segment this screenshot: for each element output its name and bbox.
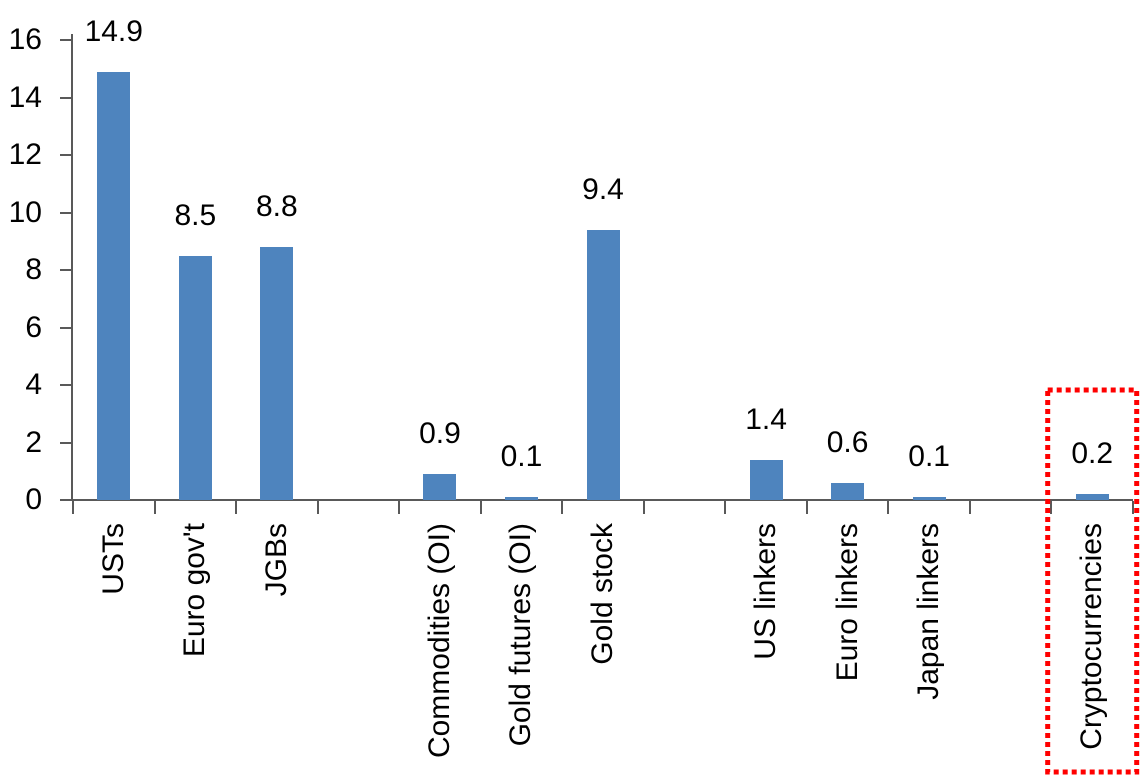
y-tick-label-10: 10: [8, 195, 42, 229]
y-tick-label-14: 14: [8, 80, 42, 114]
category-label-commodities-oi: Commodities (OI): [422, 523, 456, 759]
category-label-us-linkers: US linkers: [749, 523, 783, 660]
y-tick-mark-8: [60, 269, 73, 271]
category-label-jgbs: JGBs: [259, 523, 293, 597]
bar-usts: [97, 71, 130, 500]
y-tick-mark-12: [60, 154, 73, 156]
x-tick-mark-13: [1132, 501, 1134, 514]
x-tick-mark-11: [968, 501, 971, 514]
bar-value-label-cryptocurrencies: 0.2: [1071, 437, 1114, 471]
y-tick-mark-10: [60, 211, 73, 214]
bar-value-label-us-linkers: 1.4: [745, 402, 787, 436]
bar-gold-stock: [587, 229, 620, 500]
bar-value-label-euro-gov-t: 8.5: [174, 198, 217, 232]
y-tick-label-6: 6: [25, 310, 42, 344]
y-tick-label-8: 8: [25, 253, 42, 286]
y-tick-label-12: 12: [8, 138, 42, 171]
y-tick-label-0: 0: [25, 483, 42, 516]
bar-value-label-gold-futures-oi: 0.1: [500, 440, 543, 474]
y-axis-line: [71, 34, 73, 501]
bar-euro-gov-t: [179, 255, 212, 500]
bar-value-label-commodities-oi: 0.9: [419, 417, 461, 451]
y-tick-mark-4: [60, 384, 73, 386]
category-label-usts: USTs: [96, 523, 130, 595]
bar-jgbs: [260, 247, 293, 500]
bar-commodities-oi: [423, 474, 456, 500]
bar-value-label-jgbs: 8.8: [255, 190, 298, 223]
y-tick-mark-16: [60, 39, 73, 41]
x-tick-mark-10: [887, 501, 890, 514]
x-tick-mark-3: [316, 501, 319, 514]
y-tick-label-2: 2: [25, 425, 42, 459]
x-tick-mark-6: [561, 501, 564, 514]
category-label-cryptocurrencies: Cryptocurrencies: [1075, 523, 1109, 750]
bar-euro-linkers: [831, 482, 864, 500]
x-tick-mark-2: [235, 501, 238, 514]
bar-japan-linkers: [913, 497, 946, 500]
x-tick-mark-8: [724, 501, 727, 514]
category-label-euro-gov-t: Euro gov't: [178, 523, 212, 658]
x-tick-mark-7: [642, 501, 645, 514]
x-tick-mark-0: [72, 501, 74, 514]
bar-value-label-euro-linkers: 0.6: [826, 425, 869, 459]
category-label-gold-stock: Gold stock: [586, 523, 619, 665]
y-tick-mark-14: [60, 96, 73, 99]
y-tick-mark-0: [60, 499, 73, 501]
category-label-japan-linkers: Japan linkers: [912, 523, 946, 700]
bar-cryptocurrencies: [1076, 494, 1109, 500]
x-tick-mark-9: [805, 501, 808, 514]
x-tick-mark-12: [1050, 501, 1053, 514]
category-label-euro-linkers: Euro linkers: [830, 523, 864, 682]
bar-value-label-gold-stock: 9.4: [582, 172, 624, 206]
x-axis-line: [73, 499, 1133, 501]
bar-us-linkers: [750, 459, 783, 500]
bar-value-label-japan-linkers: 0.1: [908, 440, 950, 474]
category-label-gold-futures-oi: Gold futures (OI): [504, 523, 538, 747]
y-tick-mark-6: [60, 326, 73, 329]
y-tick-mark-2: [60, 441, 73, 444]
bar-gold-futures-oi: [505, 497, 538, 500]
y-tick-label-16: 16: [8, 23, 42, 56]
y-tick-label-4: 4: [25, 368, 42, 401]
bar-value-label-usts: 14.9: [84, 14, 143, 48]
x-tick-mark-1: [153, 501, 156, 514]
x-tick-mark-5: [479, 501, 482, 514]
x-tick-mark-4: [398, 501, 401, 514]
